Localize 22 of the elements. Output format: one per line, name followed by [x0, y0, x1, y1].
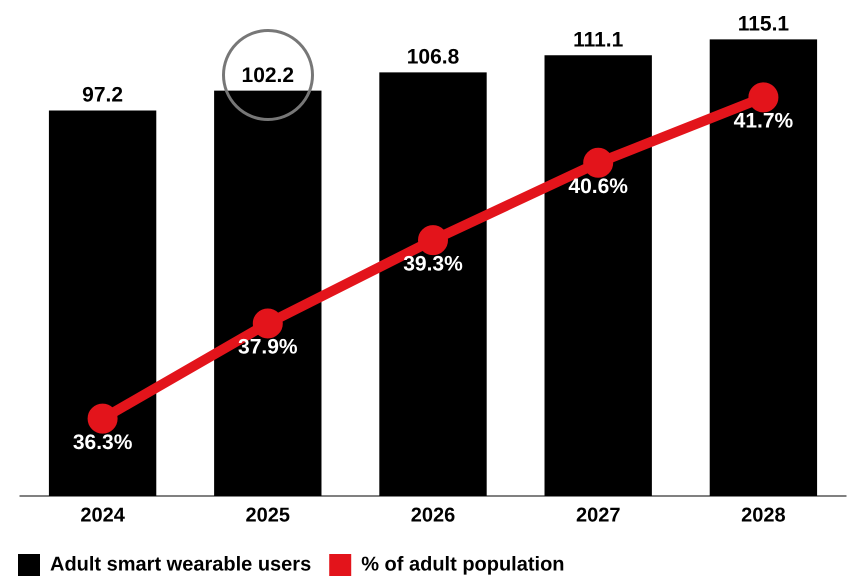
data-label: 115.1	[738, 12, 790, 36]
x-tick-label: 2027	[576, 504, 620, 527]
data-label: 37.9%	[238, 336, 298, 359]
data-label: 106.8	[406, 46, 460, 69]
data-label: 111.1	[573, 28, 624, 52]
legend-label: % of adult population	[361, 554, 565, 576]
point	[88, 404, 118, 434]
point	[748, 82, 778, 112]
data-label: 97.2	[82, 84, 124, 107]
x-tick-label: 2025	[246, 504, 290, 527]
data-label: 41.7%	[734, 110, 794, 133]
point	[418, 225, 448, 256]
legend-label: Adult smart wearable users	[50, 554, 312, 576]
point	[252, 308, 283, 338]
x-tick-label: 2026	[410, 504, 456, 527]
point	[583, 148, 614, 178]
data-label: 39.3%	[403, 252, 464, 276]
x-tick-label: 2028	[741, 504, 786, 527]
data-label: 36.3%	[72, 430, 133, 454]
x-tick-label: 2024	[80, 504, 126, 527]
data-label: 102.2	[242, 64, 294, 87]
data-label: 40.6%	[568, 175, 628, 198]
